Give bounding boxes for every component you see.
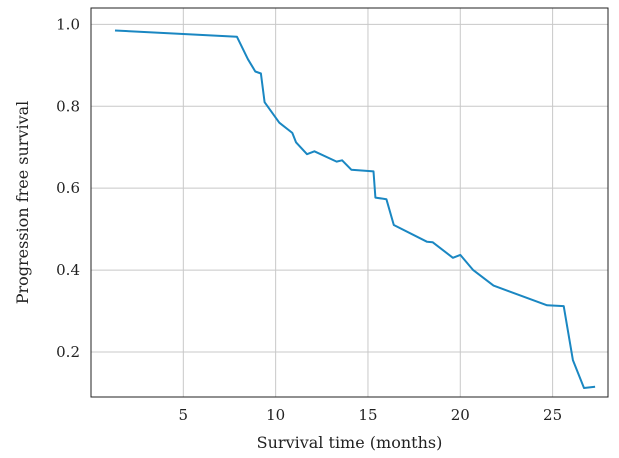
x-tick-label: 20 bbox=[451, 406, 470, 424]
y-tick-label: 0.4 bbox=[56, 261, 80, 279]
y-tick-label: 0.8 bbox=[56, 97, 80, 115]
x-tick-label: 25 bbox=[543, 406, 562, 424]
x-axis-label: Survival time (months) bbox=[257, 433, 443, 452]
grid-layer bbox=[91, 8, 608, 397]
plot-frame bbox=[90, 7, 609, 398]
x-tick-label: 5 bbox=[179, 406, 189, 424]
series-layer bbox=[114, 29, 596, 389]
y-tick-label: 1.0 bbox=[56, 15, 80, 33]
x-tick-label: 10 bbox=[266, 406, 285, 424]
y-axis-label: Progression free survival bbox=[13, 101, 32, 305]
y-tick-label: 0.2 bbox=[56, 343, 80, 361]
tick-layer: 5 10 15 20 25 0.2 0.4 0.6 0.8 1.0 bbox=[56, 15, 562, 424]
pfs-series-line bbox=[114, 29, 596, 389]
y-tick-label: 0.6 bbox=[56, 179, 80, 197]
x-tick-label: 15 bbox=[358, 406, 377, 424]
